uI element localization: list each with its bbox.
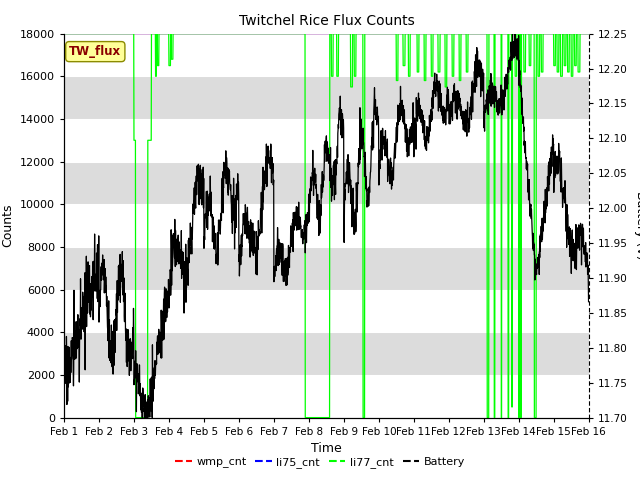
Bar xyxy=(64,332,589,375)
Bar xyxy=(64,289,589,332)
Bar xyxy=(64,76,589,119)
Bar xyxy=(64,119,589,162)
Legend: wmp_cnt, li75_cnt, li77_cnt, Battery: wmp_cnt, li75_cnt, li77_cnt, Battery xyxy=(170,452,470,472)
Y-axis label: Counts: Counts xyxy=(1,204,14,247)
Title: Twitchel Rice Flux Counts: Twitchel Rice Flux Counts xyxy=(239,14,414,28)
X-axis label: Time: Time xyxy=(311,442,342,455)
Bar xyxy=(64,375,589,418)
Bar xyxy=(64,247,589,289)
Bar xyxy=(64,162,589,204)
Text: TW_flux: TW_flux xyxy=(69,45,122,58)
Bar xyxy=(64,204,589,247)
Bar xyxy=(64,34,589,76)
Y-axis label: Battery (V): Battery (V) xyxy=(634,192,640,260)
